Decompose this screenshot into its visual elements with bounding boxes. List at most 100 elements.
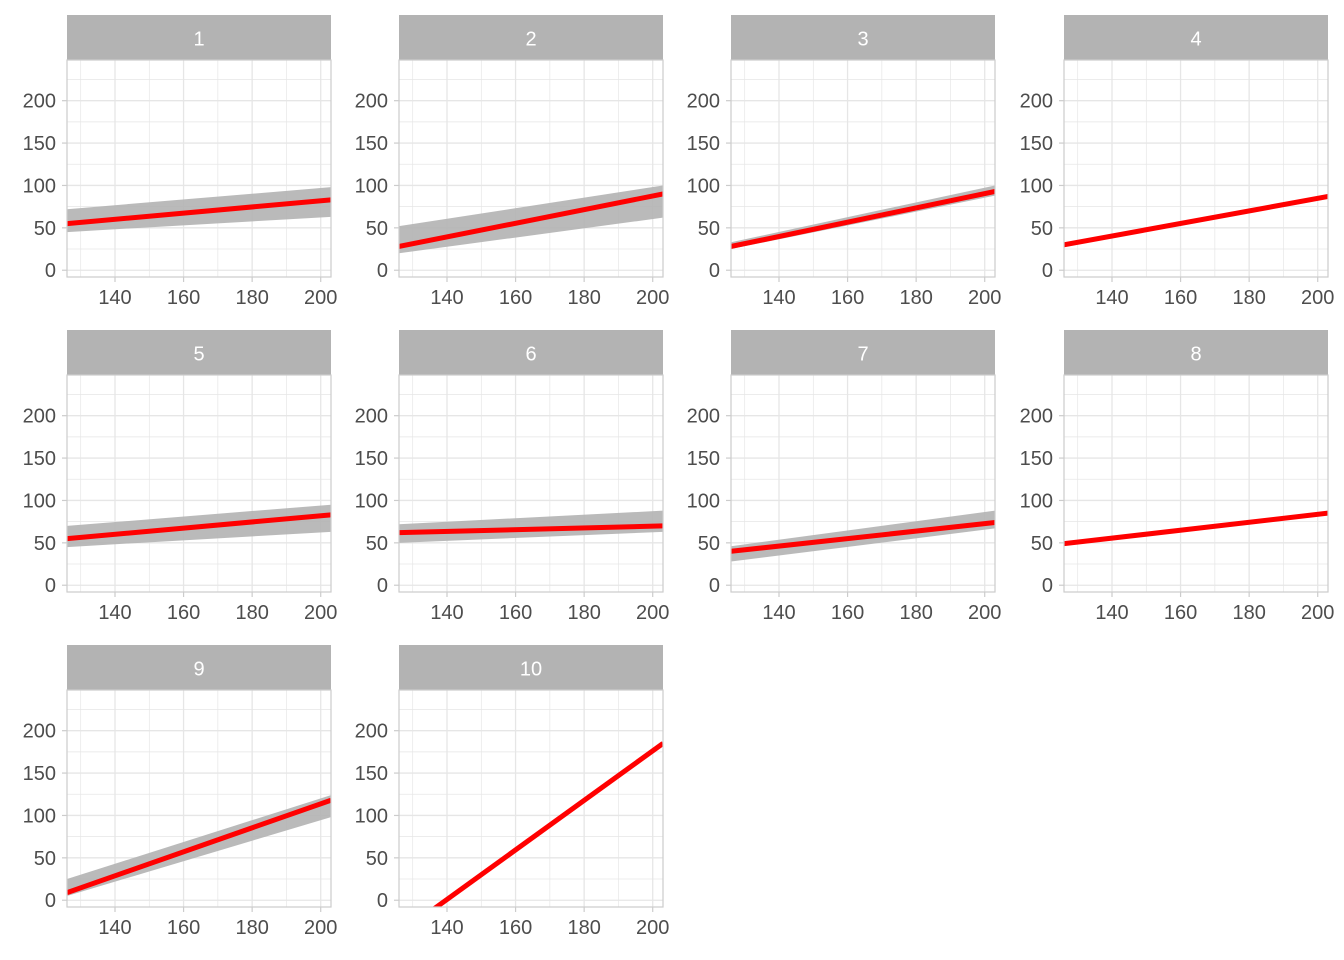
facet-strip-label: 1 [193, 29, 204, 51]
x-tick-label: 140 [98, 917, 131, 939]
x-tick-label: 180 [899, 602, 932, 624]
y-tick-label: 200 [355, 406, 388, 428]
x-tick-label: 140 [98, 287, 131, 309]
y-tick-label: 150 [355, 448, 388, 470]
facet-strip [399, 645, 663, 690]
y-tick-label: 200 [1020, 91, 1053, 113]
y-tick-label: 50 [34, 533, 56, 555]
y-tick-label: 0 [45, 260, 56, 282]
x-tick-label: 160 [167, 287, 200, 309]
x-tick-label: 200 [968, 287, 1001, 309]
fit-line [67, 512, 331, 542]
panel-background [1064, 60, 1328, 277]
x-tick-label: 180 [235, 287, 268, 309]
x-tick-label: 160 [167, 917, 200, 939]
y-tick-label: 100 [1020, 175, 1053, 197]
y-tick-label: 100 [687, 175, 720, 197]
facet-panel-1: 1 0 50 100 150 200 140 160 180 200 [23, 15, 337, 309]
y-tick-label: 50 [366, 848, 388, 870]
x-tick-label: 200 [636, 917, 669, 939]
x-tick-label: 140 [430, 602, 463, 624]
y-tick-label: 50 [698, 533, 720, 555]
x-tick-label: 180 [1232, 287, 1265, 309]
facet-strip-label: 4 [1190, 29, 1201, 51]
panel-border [730, 374, 996, 593]
facet-strip [399, 330, 663, 375]
y-tick-label: 100 [355, 175, 388, 197]
facet-strip-label: 9 [193, 659, 204, 681]
x-tick-label: 200 [968, 602, 1001, 624]
y-tick-label: 200 [355, 721, 388, 743]
facet-panel-3: 3 0 50 100 150 200 140 160 180 200 [687, 15, 1001, 309]
y-tick-label: 0 [45, 575, 56, 597]
facet-panel-7: 7 0 50 100 150 200 140 160 180 200 [687, 330, 1001, 624]
fit-line [1064, 194, 1328, 248]
facet-panel-8: 8 0 50 100 150 200 140 160 180 200 [1020, 330, 1334, 624]
y-tick-label: 200 [23, 406, 56, 428]
panel-border [66, 374, 332, 593]
y-tick-label: 200 [23, 721, 56, 743]
facet-strip [731, 15, 995, 60]
facet-strip-label: 10 [520, 659, 542, 681]
x-tick-label: 200 [304, 917, 337, 939]
x-tick-label: 140 [98, 602, 131, 624]
x-tick-label: 160 [1164, 287, 1197, 309]
x-tick-label: 140 [1095, 602, 1128, 624]
panel-border [398, 689, 664, 908]
facet-strip-label: 8 [1190, 344, 1201, 366]
x-tick-label: 200 [304, 287, 337, 309]
y-tick-label: 150 [23, 133, 56, 155]
fit-line [432, 741, 663, 907]
x-tick-label: 200 [636, 602, 669, 624]
panel-background [731, 60, 995, 277]
x-tick-label: 140 [1095, 287, 1128, 309]
confidence-band [399, 510, 663, 543]
facet-strip-label: 5 [193, 344, 204, 366]
y-tick-label: 150 [23, 448, 56, 470]
facet-strip-label: 2 [525, 29, 536, 51]
fit-line [399, 191, 663, 249]
x-tick-label: 160 [499, 602, 532, 624]
y-tick-label: 100 [355, 805, 388, 827]
y-tick-label: 100 [355, 490, 388, 512]
facet-strip [1064, 15, 1328, 60]
y-tick-label: 200 [687, 91, 720, 113]
y-tick-label: 100 [23, 490, 56, 512]
y-tick-label: 150 [355, 763, 388, 785]
y-tick-label: 200 [1020, 406, 1053, 428]
facet-strip [731, 330, 995, 375]
x-tick-label: 140 [430, 287, 463, 309]
facet-panel-4: 4 0 50 100 150 200 140 160 180 200 [1020, 15, 1334, 309]
y-tick-label: 50 [34, 218, 56, 240]
facet-strip [67, 330, 331, 375]
y-tick-label: 150 [687, 448, 720, 470]
panel-background [399, 690, 663, 907]
facet-panel-6: 6 0 50 100 150 200 140 160 180 200 [355, 330, 669, 624]
facet-strip-label: 6 [525, 344, 536, 366]
panel-background [1064, 375, 1328, 592]
x-tick-label: 180 [567, 287, 600, 309]
panel-border [730, 59, 996, 278]
panel-border [66, 59, 332, 278]
x-tick-label: 160 [831, 602, 864, 624]
fit-line [67, 797, 331, 895]
facet-strip [1064, 330, 1328, 375]
y-tick-label: 0 [377, 260, 388, 282]
fit-line [731, 188, 995, 249]
x-tick-label: 200 [1301, 602, 1334, 624]
y-tick-label: 50 [366, 533, 388, 555]
x-tick-label: 180 [567, 917, 600, 939]
y-tick-label: 200 [355, 91, 388, 113]
facet-panel-9: 9 0 50 100 150 200 140 160 180 200 [23, 645, 337, 939]
facet-panel-2: 2 0 50 100 150 200 140 160 180 200 [355, 15, 669, 309]
y-tick-label: 50 [34, 848, 56, 870]
x-tick-label: 160 [167, 602, 200, 624]
panel-border [398, 59, 664, 278]
fit-line [731, 520, 995, 554]
panel-background [67, 60, 331, 277]
facet-strip-label: 7 [857, 344, 868, 366]
y-tick-label: 100 [687, 490, 720, 512]
